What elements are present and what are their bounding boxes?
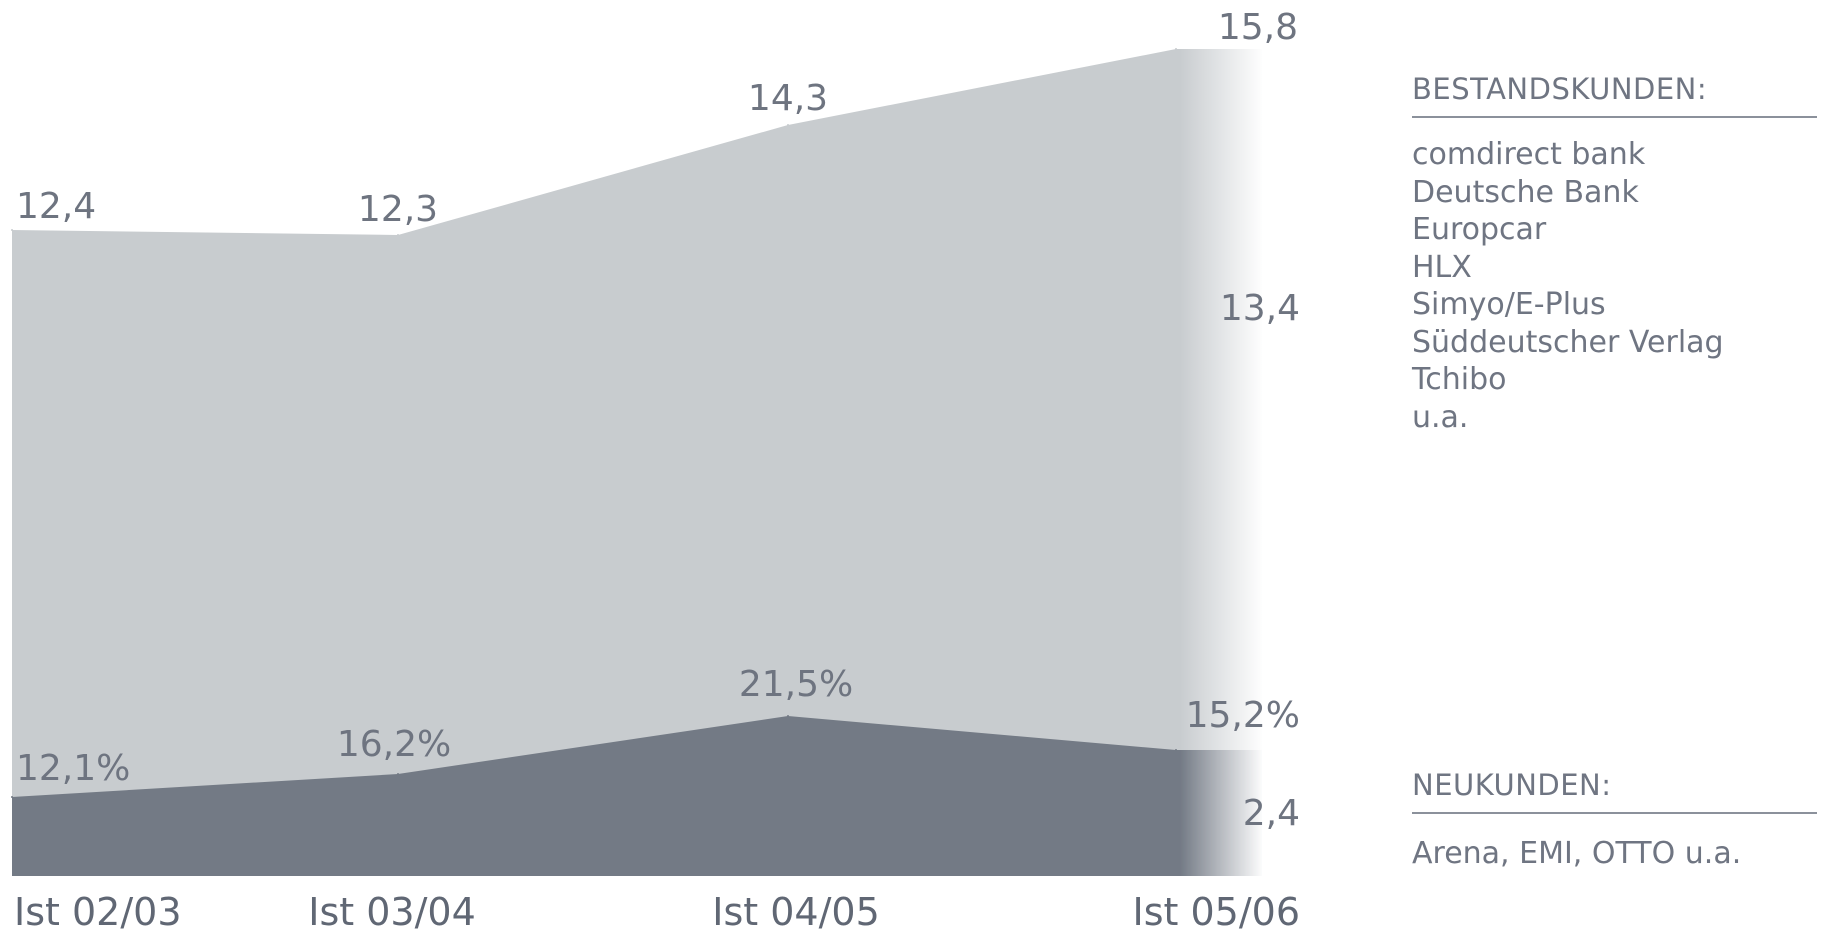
legend-item-5: Süddeutscher Verlag	[1412, 324, 1724, 360]
point-new-3	[1175, 749, 1177, 751]
legend-neukunden-heading: NEUKUNDEN:	[1412, 768, 1817, 814]
legend-bestandskunden: BESTANDSKUNDEN: comdirect bank Deutsche B…	[1412, 72, 1817, 436]
legend-item-1: Deutsche Bank	[1412, 174, 1639, 210]
right-edge-fade	[1180, 30, 1264, 880]
value-label-share-0: 12,1%	[16, 748, 130, 789]
segment-label-bestandskunden: 13,4	[1220, 288, 1300, 329]
legend-bestandskunden-heading: BESTANDSKUNDEN:	[1412, 72, 1817, 118]
value-label-total-0: 12,4	[16, 186, 96, 227]
point-total-3	[1175, 48, 1177, 50]
value-label-total-2: 14,3	[748, 78, 828, 119]
point-new-0	[11, 796, 13, 798]
x-tick-label-3: Ist 05/06	[1133, 890, 1301, 930]
legend-item-4: Simyo/E-Plus	[1412, 287, 1606, 322]
point-total-1	[397, 234, 399, 236]
value-label-total-1: 12,3	[358, 189, 438, 230]
legend-bestandskunden-list: comdirect bank Deutsche Bank Europcar HLX Si…	[1412, 136, 1817, 436]
point-new-1	[397, 773, 399, 775]
legend-item-0: comdirect bank	[1412, 137, 1646, 172]
area-new-customers	[12, 716, 1262, 876]
legend-neukunden: NEUKUNDEN: Arena, EMI, OTTO u.a.	[1412, 768, 1817, 871]
area-total	[12, 49, 1262, 876]
legend-item-7: u.a.	[1412, 399, 1469, 435]
segment-label-neukunden: 2,4	[1243, 793, 1300, 834]
point-total-2	[787, 124, 789, 126]
x-tick-label-0: Ist 02/03	[14, 890, 182, 930]
x-tick-label-1: Ist 03/04	[308, 890, 476, 930]
legend-item-3: HLX	[1412, 249, 1472, 285]
value-label-share-3: 15,2%	[1186, 695, 1300, 736]
legend-neukunden-text: Arena, EMI, OTTO u.a.	[1412, 836, 1742, 871]
x-tick-label-2: Ist 04/05	[712, 890, 880, 930]
value-label-share-2: 21,5%	[739, 664, 853, 705]
legend-item-6: Tchibo	[1412, 362, 1507, 397]
point-total-0	[11, 229, 13, 231]
point-new-2	[787, 715, 789, 717]
value-label-total-3: 15,8	[1218, 7, 1298, 48]
legend-item-2: Europcar	[1412, 212, 1547, 247]
value-label-share-1: 16,2%	[337, 724, 451, 765]
